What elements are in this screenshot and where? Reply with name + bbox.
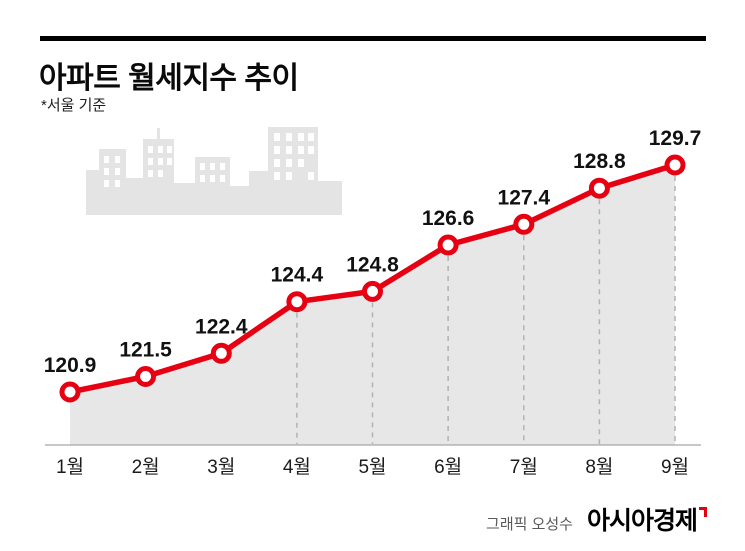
value-label: 127.4 <box>498 186 551 209</box>
top-rule <box>40 36 706 41</box>
value-label: 124.4 <box>271 264 324 287</box>
data-point <box>437 234 459 256</box>
x-tick-label: 3월 <box>207 456 235 478</box>
x-tick-label: 9월 <box>661 456 689 478</box>
value-label: 124.8 <box>346 253 399 276</box>
graphic-credit: 그래픽 오성수 <box>486 516 573 533</box>
brand-logo: 아시아경제 <box>586 507 698 535</box>
x-tick-label: 2월 <box>132 456 160 478</box>
skyline-windows <box>104 133 314 187</box>
value-label: 120.9 <box>44 354 97 377</box>
x-tick-label: 8월 <box>585 456 613 478</box>
data-point <box>286 291 308 313</box>
data-point <box>59 381 81 403</box>
value-label: 128.8 <box>573 150 626 173</box>
value-label: 129.7 <box>649 127 702 150</box>
data-point <box>588 177 610 199</box>
x-tick-label: 5월 <box>358 456 386 478</box>
x-tick-label: 1월 <box>56 456 84 478</box>
brand-logo-red-mark <box>699 507 707 517</box>
footer: 그래픽 오성수 아시아경제 <box>486 501 707 537</box>
data-point <box>210 342 232 364</box>
page-subtitle: *서울 기준 <box>41 97 107 114</box>
chart-layer: 120.9 121.5 122.4 124.4 124.8 126.6 127.4 128.8… <box>44 127 702 478</box>
value-label: 126.6 <box>422 207 475 230</box>
x-tick-label: 7월 <box>510 456 538 478</box>
data-point <box>664 154 686 176</box>
value-label: 122.4 <box>195 315 248 338</box>
page-title: 아파트 월세지수 추이 <box>39 62 299 95</box>
data-point <box>135 366 157 387</box>
value-label: 121.5 <box>119 339 172 362</box>
data-point <box>362 280 383 302</box>
data-point <box>513 213 535 235</box>
x-tick-label: 6월 <box>434 456 462 478</box>
x-tick-label: 4월 <box>283 456 311 478</box>
